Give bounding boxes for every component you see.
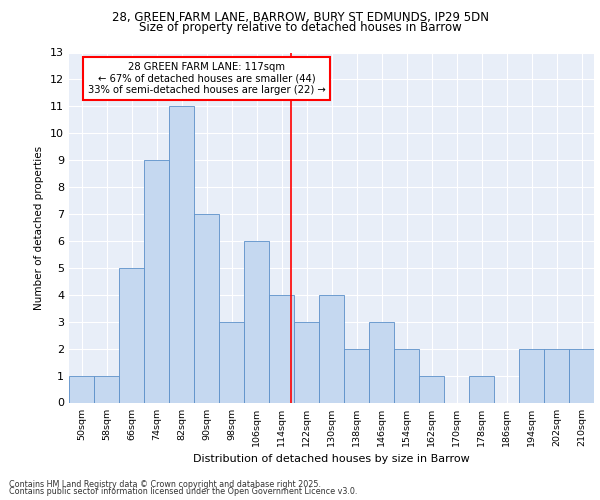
Bar	[269, 295, 294, 403]
Bar	[394, 348, 419, 403]
Bar	[419, 376, 444, 402]
Bar	[369, 322, 394, 402]
Bar	[219, 322, 244, 402]
Bar	[544, 348, 569, 403]
Bar	[319, 295, 344, 403]
X-axis label: Distribution of detached houses by size in Barrow: Distribution of detached houses by size …	[193, 454, 470, 464]
Bar	[344, 348, 369, 403]
Text: 28 GREEN FARM LANE: 117sqm
← 67% of detached houses are smaller (44)
33% of semi: 28 GREEN FARM LANE: 117sqm ← 67% of deta…	[88, 62, 325, 95]
Bar	[144, 160, 169, 402]
Bar	[244, 241, 269, 402]
Bar	[119, 268, 144, 402]
Bar	[569, 348, 594, 403]
Bar	[169, 106, 194, 403]
Text: Contains public sector information licensed under the Open Government Licence v3: Contains public sector information licen…	[9, 488, 358, 496]
Bar	[194, 214, 219, 402]
Bar	[469, 376, 494, 402]
Bar	[69, 376, 94, 402]
Bar	[294, 322, 319, 402]
Y-axis label: Number of detached properties: Number of detached properties	[34, 146, 44, 310]
Text: Contains HM Land Registry data © Crown copyright and database right 2025.: Contains HM Land Registry data © Crown c…	[9, 480, 321, 489]
Bar	[519, 348, 544, 403]
Bar	[94, 376, 119, 402]
Text: 28, GREEN FARM LANE, BARROW, BURY ST EDMUNDS, IP29 5DN: 28, GREEN FARM LANE, BARROW, BURY ST EDM…	[112, 11, 488, 24]
Text: Size of property relative to detached houses in Barrow: Size of property relative to detached ho…	[139, 21, 461, 34]
